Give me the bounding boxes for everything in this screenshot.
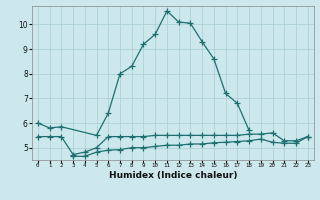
- X-axis label: Humidex (Indice chaleur): Humidex (Indice chaleur): [108, 171, 237, 180]
